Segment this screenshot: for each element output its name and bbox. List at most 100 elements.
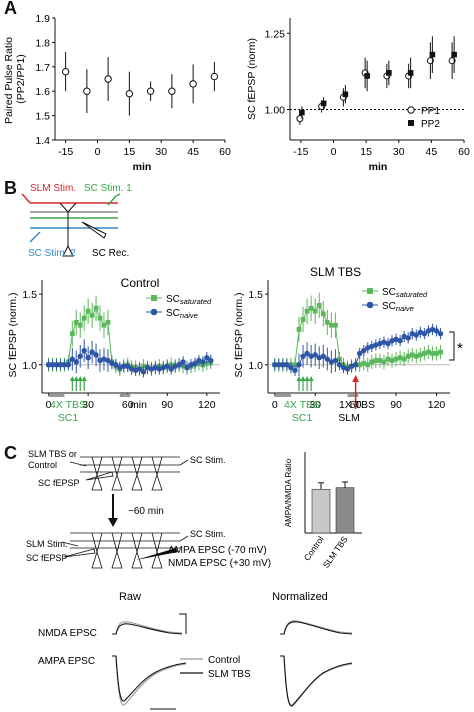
legend-naive-label-2: SCnaive [382, 301, 414, 313]
c-slm-stim-label: SLM Stim. [26, 539, 68, 549]
saturated-point [304, 308, 310, 314]
fepsp-pp2-point [364, 73, 370, 79]
tbs-arrow-head [73, 376, 79, 381]
naive-point [121, 363, 127, 369]
raw-ampa-control-trace [112, 655, 187, 706]
naive-point [356, 350, 363, 357]
raw-ampa-slm-trace [112, 655, 187, 702]
control-x-axis-label: min [130, 399, 147, 411]
saturated-point [413, 353, 419, 359]
x-tick-label: 30 [82, 399, 94, 411]
ppr-point [104, 75, 112, 83]
x-tick-label: 30 [393, 146, 405, 158]
y-tick-label: 1.5 [248, 289, 263, 301]
legend-naive-marker-2 [366, 301, 374, 309]
c-sc-stim-label: SC Stim. [190, 455, 226, 465]
control-ltp-chart: Control SC fEPSP (norm.) min 0 30 60 90 120 1… [7, 276, 220, 424]
sc-rec-label: SC Rec. [92, 248, 129, 259]
x-tick-label: 15 [124, 146, 136, 158]
bar-category-label: Control [302, 534, 326, 562]
saturated-point [316, 303, 322, 308]
legend-saturated-marker [151, 295, 157, 301]
y-tick-label: 1.4 [35, 135, 50, 147]
y-tick-label: 1.6 [35, 86, 50, 98]
saturated-point [430, 351, 435, 356]
saturated-point [81, 315, 87, 321]
ppr-point [125, 89, 134, 98]
tbs-arrow-head [69, 376, 75, 381]
ppr-point [210, 72, 219, 81]
x-tick-label: 0 [272, 399, 278, 411]
tbs-arrow-head [296, 376, 302, 381]
ppr-point [146, 87, 155, 95]
c-sc-fepsp-label: SC fEPSP [38, 478, 80, 488]
naive-point [45, 362, 52, 368]
slm-stim-label-1: 4X TBS [284, 399, 320, 411]
fepsp-pp2-point [299, 109, 305, 116]
saturated-point [77, 322, 83, 328]
naive-point [81, 347, 87, 354]
x-tick-label: 90 [161, 399, 173, 411]
x-tick-label: -15 [293, 146, 308, 158]
ppr-y-axis-label: Paired Pulse Ratio (PP2/PP1) [3, 34, 27, 124]
x-tick-label: -15 [58, 146, 73, 158]
ppr-point [83, 87, 91, 95]
naive-point [385, 340, 391, 347]
naive-point [296, 362, 302, 368]
panel-letter-b: B [4, 178, 17, 198]
saturated-point [296, 327, 302, 332]
raw-nmda-slm-trace [112, 623, 183, 635]
slm-tbs-arrow-head [352, 375, 360, 382]
fepsp-pp2-point [407, 70, 414, 76]
x-tick-label: 60 [458, 146, 470, 158]
sc-stim2-label: SC Stim. 2 [28, 248, 76, 259]
fepsp-pp2-point [386, 70, 392, 76]
y-tick-label: 1.0 [248, 360, 263, 372]
saturated-point [417, 352, 423, 358]
saturated-point [73, 319, 79, 325]
saturated-point [401, 356, 407, 362]
c-arrow-label: ~60 min [128, 506, 164, 517]
naive-point [352, 362, 359, 368]
naive-point [168, 366, 174, 372]
x-tick-label: 0 [46, 399, 52, 411]
saturated-point [438, 349, 443, 355]
ppr-chart: Paired Pulse Ratio (PP2/PP1) min -15 0 15 3… [3, 13, 231, 173]
ppr-x-axis-label: min [133, 161, 152, 173]
naive-point [324, 356, 331, 362]
naive-point [292, 367, 298, 374]
tbs-arrow-head [304, 376, 310, 381]
saturated-point [333, 322, 338, 328]
naive-point [125, 363, 131, 369]
bar-category-label: SLM TBS [321, 534, 350, 570]
fepsp-pp2-point [320, 100, 327, 107]
normalized-title: Normalized [272, 591, 328, 603]
control-stim-label-2: SC1 [58, 412, 79, 424]
saturated-point [381, 359, 387, 365]
naive-point [53, 362, 60, 368]
naive-point [69, 356, 76, 362]
tbs-arrow-head [300, 376, 306, 381]
legend-naive-label: SCnaive [166, 308, 198, 320]
saturated-point [357, 362, 363, 368]
control-y-axis-label: SC fEPSP (norm.) [7, 293, 19, 378]
saturated-point [421, 351, 427, 356]
c-ampa-label: AMPA EPSC (-70 mV) [168, 545, 267, 556]
saturated-point [85, 308, 91, 314]
ppr-point [61, 67, 70, 76]
naive-point [105, 357, 111, 364]
x-tick-label: 0 [331, 146, 337, 158]
saturated-point [93, 305, 99, 311]
tbs-arrow-head [77, 376, 83, 381]
x-tick-label: 45 [187, 146, 199, 158]
nmda-trace-label: NMDA EPSC [38, 628, 97, 639]
fepsp-x-axis-label: min [369, 161, 388, 173]
naive-point [136, 366, 143, 372]
saturated-point [69, 331, 75, 337]
baseline-period-bar [48, 394, 65, 397]
legend-naive-marker [150, 308, 158, 316]
y-tick-label: 1.00 [265, 105, 286, 117]
naive-point [288, 364, 294, 371]
saturated-point [361, 360, 367, 366]
